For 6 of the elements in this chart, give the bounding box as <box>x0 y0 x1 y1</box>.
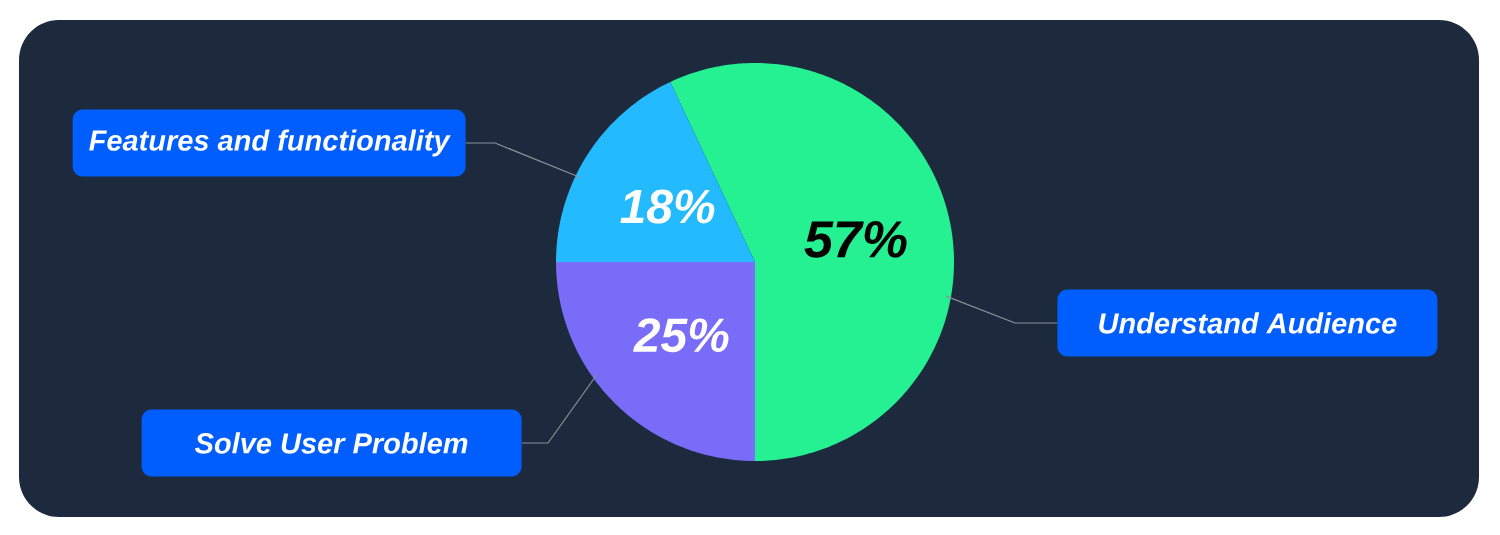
data-label: 25% <box>633 318 729 353</box>
slice-label: Features and functionality <box>89 129 451 157</box>
data-label: 57% <box>804 221 907 258</box>
data-label: 18% <box>620 189 715 224</box>
slice-label: Solve User Problem <box>194 432 468 454</box>
slice-label: Understand Audience <box>1099 312 1397 334</box>
